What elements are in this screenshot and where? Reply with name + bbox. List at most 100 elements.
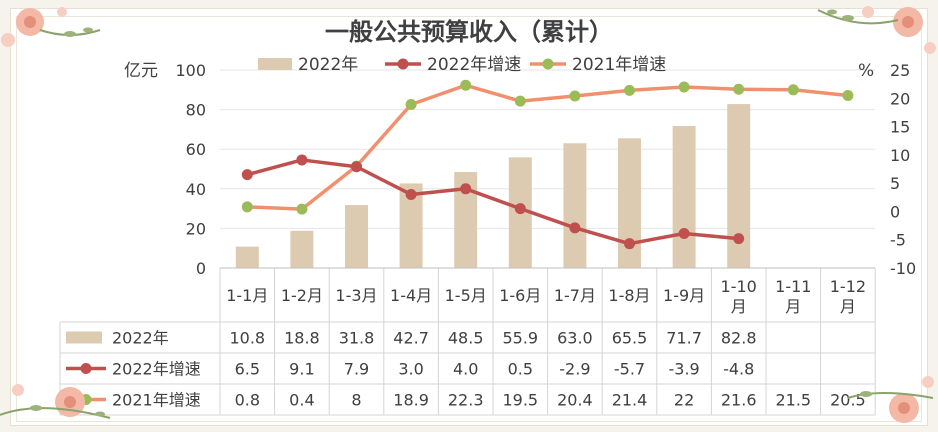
data-label: 65.5 <box>612 329 648 348</box>
data-label: 42.7 <box>393 329 429 348</box>
bar <box>618 138 641 268</box>
gridlines <box>220 69 876 229</box>
point <box>569 90 581 102</box>
point <box>678 227 690 239</box>
left-tick-label: 0 <box>196 259 206 278</box>
category-label: 1-1月 <box>226 286 268 305</box>
data-label: -2.9 <box>559 360 590 379</box>
category-label: 1-2月 <box>281 286 323 305</box>
right-tick-label: -10 <box>890 259 916 278</box>
category-label: 1-11 <box>775 277 811 296</box>
data-label: 31.8 <box>339 329 375 348</box>
right-tick-label: 10 <box>890 146 910 165</box>
data-label: 9.1 <box>289 360 314 379</box>
point <box>241 201 253 213</box>
bar <box>563 143 587 268</box>
data-label: 20.4 <box>557 391 593 410</box>
category-label: 1-7月 <box>554 286 596 305</box>
category-label: 1-5月 <box>445 286 487 305</box>
line-series <box>241 79 854 250</box>
data-label: -3.9 <box>668 360 699 379</box>
point <box>460 79 472 91</box>
point <box>460 183 472 195</box>
legend-swatch-marker <box>397 58 409 70</box>
category-label: 月 <box>785 297 801 316</box>
data-label: -5.7 <box>614 360 645 379</box>
category-label: 月 <box>731 297 747 316</box>
data-table: 1-1月 1-2月 1-3月 1-4月 1-5月 1-6月 1-7月 1-8月 1-9月 1-10… <box>59 267 876 416</box>
point <box>787 84 799 96</box>
data-label: 63.0 <box>557 329 593 348</box>
bar <box>727 104 751 268</box>
data-label: 0.8 <box>235 391 260 410</box>
floral-decoration-bottom-left <box>0 384 111 419</box>
point <box>514 95 526 107</box>
category-label: 1-12 <box>830 277 866 296</box>
data-label: 4.0 <box>453 360 478 379</box>
data-label: 21.5 <box>775 391 811 410</box>
chart-title: 一般公共预算收入（累计） <box>325 18 613 46</box>
point <box>241 169 253 181</box>
data-label: 18.9 <box>393 391 429 410</box>
left-tick-label: 80 <box>186 101 206 120</box>
point <box>733 233 745 245</box>
category-label: 1-9月 <box>663 286 705 305</box>
floral-decoration-top-right <box>817 6 936 54</box>
point <box>296 154 308 166</box>
right-tick-label: 20 <box>890 89 910 108</box>
table-row-label: 2022年增速 <box>112 360 201 379</box>
point <box>296 203 308 215</box>
data-label: 21.6 <box>721 391 757 410</box>
left-tick-label: 60 <box>186 140 206 159</box>
data-label: 10.8 <box>229 329 265 348</box>
bar <box>235 246 259 268</box>
category-label: 1-3月 <box>335 286 377 305</box>
left-axis-unit: 亿元 <box>124 61 158 81</box>
category-label: 1-6月 <box>499 286 541 305</box>
data-label: 18.8 <box>284 329 320 348</box>
legend-label: 2022年增速 <box>427 55 521 75</box>
data-label: 21.4 <box>612 391 648 410</box>
bar <box>290 230 314 268</box>
table-legend-swatch <box>66 331 102 344</box>
bar <box>672 126 696 268</box>
data-label: 71.7 <box>666 329 702 348</box>
floral-decoration-top-left <box>1 7 101 47</box>
category-label: 1-8月 <box>608 286 650 305</box>
point <box>624 84 635 96</box>
right-tick-label: 0 <box>890 202 900 221</box>
data-label: 22.3 <box>448 391 484 410</box>
bar <box>399 183 423 268</box>
data-label: -4.8 <box>723 360 754 379</box>
point <box>624 238 635 250</box>
bar <box>345 205 368 268</box>
point <box>733 83 745 95</box>
data-label: 55.9 <box>502 329 538 348</box>
point <box>569 222 581 234</box>
legend-label: 2022年 <box>298 55 358 75</box>
data-label: 48.5 <box>448 329 484 348</box>
legend-swatch-marker <box>542 58 554 70</box>
right-tick-label: 25 <box>890 61 910 80</box>
legend-swatch-bar <box>258 58 292 70</box>
data-label: 0.4 <box>289 391 314 410</box>
data-label: 0.5 <box>508 360 533 379</box>
left-tick-label: 20 <box>186 219 206 238</box>
right-tick-label: -5 <box>890 231 906 250</box>
category-label: 1-4月 <box>390 286 432 305</box>
right-axis-unit: % <box>858 61 874 81</box>
category-label: 1-10 <box>721 277 757 296</box>
data-label: 22 <box>674 391 694 410</box>
left-tick-label: 40 <box>186 180 206 199</box>
legend: 2022年 2022年增速 2021年增速 <box>258 55 666 75</box>
point <box>405 99 417 111</box>
category-label: 月 <box>840 297 856 316</box>
table-row-label: 2022年 <box>112 329 169 348</box>
data-label: 6.5 <box>235 360 260 379</box>
bar-series <box>235 104 751 268</box>
legend-label: 2021年增速 <box>572 55 666 75</box>
point <box>678 81 690 93</box>
point <box>405 188 417 200</box>
data-label: 82.8 <box>721 329 757 348</box>
right-tick-label: 15 <box>890 118 910 137</box>
